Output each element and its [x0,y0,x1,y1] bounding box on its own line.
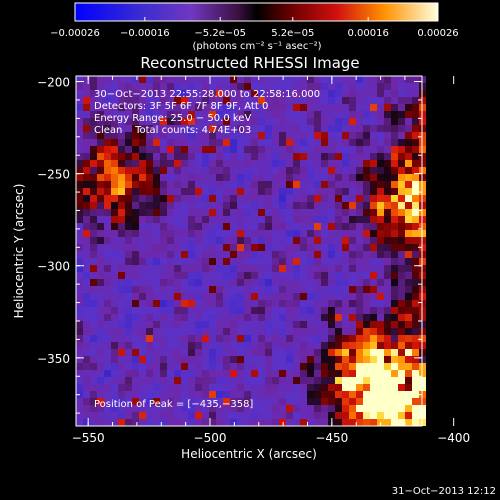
colorbar-tick-label: 0.00026 [417,28,458,39]
y-tick-label: −350 [37,352,70,366]
info-line-counts: Clean Total counts: 4.74E+03 [94,125,251,136]
plot-frame [75,75,423,427]
chart-title: Reconstructed RHESSI Image [140,54,359,72]
heatmap-image [76,76,426,426]
x-tick-label: −450 [315,431,348,445]
colorbar-units: (photons cm⁻² s⁻¹ asec⁻²) [192,41,321,52]
y-tick-label: −300 [37,260,70,274]
colorbar-tick-label: −5.2e−05 [194,28,246,39]
y-tick-label: −250 [37,168,70,182]
colorbar-tick-label: 5.2e−05 [271,28,314,39]
colorbar-ticks: −0.00026 −0.00016 −5.2e−05 5.2e−05 0.00016 0.… [50,17,459,39]
info-line-detectors: Detectors: 3F 5F 6F 7F 8F 9F, Att 0 [94,101,268,112]
y-tick-label: −200 [37,76,70,90]
peak-position-label: Position of Peak = [−435,−358] [94,399,253,410]
axis-ticks: −550 −500 −450 −400 −200 −250 −300 −350 [37,76,470,445]
x-tick-label: −500 [194,431,227,445]
x-tick-label: −400 [437,431,470,445]
colorbar-tick-label: −0.00016 [120,28,170,39]
colorbar [74,2,439,22]
y-axis-label: Heliocentric Y (arcsec) [12,184,26,319]
info-annotation: 30−Oct−2013 22:55:28.000 to 22:58:16.000… [94,89,320,136]
colorbar-tick-label: 0.00016 [348,28,389,39]
info-line-energy: Energy Range: 25.0 − 50.0 keV [94,113,251,124]
info-line-time: 30−Oct−2013 22:55:28.000 to 22:58:16.000 [94,89,320,100]
footer-date: 31−Oct−2013 12:12 [392,486,496,497]
x-tick-label: −550 [72,431,105,445]
colorbar-tick-label: −0.00026 [50,28,100,39]
x-axis-label: Heliocentric X (arcsec) [181,447,317,461]
